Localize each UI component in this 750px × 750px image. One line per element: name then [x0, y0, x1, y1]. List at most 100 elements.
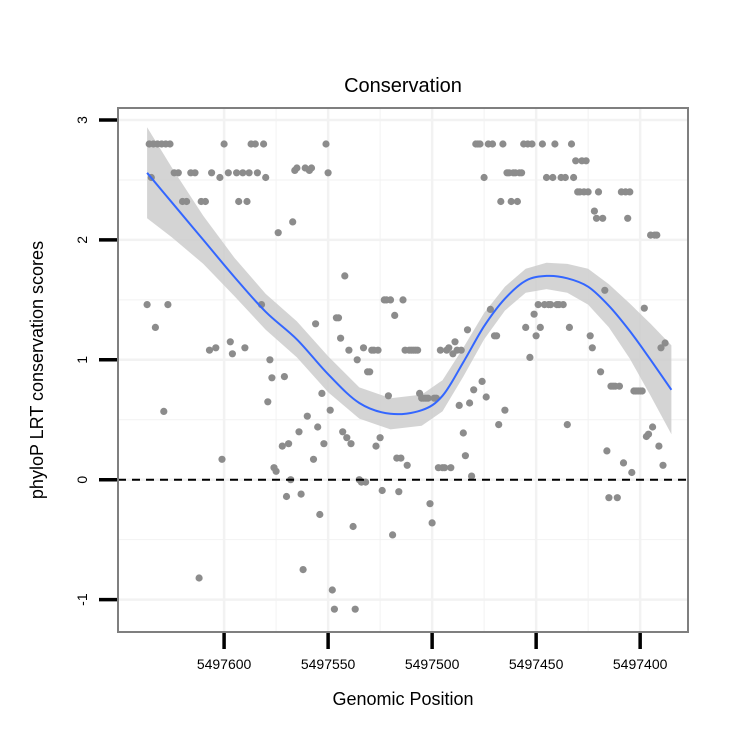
data-point — [468, 472, 476, 480]
data-point — [445, 344, 453, 352]
y-axis-label: phyloP LRT conservation scores — [27, 241, 47, 499]
data-point — [372, 442, 380, 450]
data-point — [428, 519, 436, 527]
data-point — [220, 140, 228, 148]
data-point — [501, 406, 509, 414]
data-point — [216, 173, 224, 182]
data-point — [526, 353, 534, 361]
data-point — [297, 490, 305, 498]
y-tick-label: 3 — [74, 116, 90, 124]
data-point — [389, 531, 397, 539]
data-point — [235, 197, 243, 206]
data-point — [594, 188, 603, 196]
data-point — [160, 407, 168, 415]
data-point — [366, 368, 374, 376]
data-point — [603, 447, 611, 455]
data-point — [463, 326, 472, 334]
data-point — [499, 140, 507, 148]
data-point — [424, 394, 432, 402]
data-point — [285, 440, 293, 448]
data-point — [253, 169, 261, 177]
data-point — [426, 500, 434, 508]
data-point — [164, 301, 172, 309]
data-point — [241, 344, 249, 352]
data-point — [299, 566, 307, 574]
data-point — [212, 344, 220, 352]
data-point — [183, 197, 191, 206]
y-tick-label: -1 — [74, 593, 90, 606]
data-point — [268, 374, 276, 382]
data-point — [441, 464, 449, 472]
data-point — [653, 231, 661, 239]
data-point — [655, 442, 663, 450]
data-point — [461, 452, 469, 460]
data-point — [592, 214, 601, 222]
data-point — [447, 464, 455, 472]
data-point — [584, 188, 592, 196]
data-point — [551, 140, 559, 148]
data-point — [582, 157, 590, 165]
x-tick-label: 5497450 — [509, 656, 564, 672]
data-point — [264, 398, 272, 406]
data-point — [619, 459, 628, 467]
data-point — [339, 428, 347, 436]
data-point — [280, 373, 288, 381]
data-point — [312, 320, 320, 328]
data-point — [307, 164, 316, 172]
data-point — [590, 207, 599, 215]
smooth-line-layer — [146, 172, 673, 416]
data-point — [538, 140, 547, 148]
data-point — [316, 510, 324, 519]
data-point — [542, 173, 551, 182]
data-point — [386, 296, 395, 304]
data-point — [567, 140, 576, 148]
x-axis-label: Genomic Position — [332, 689, 473, 709]
data-point — [289, 218, 297, 226]
data-point — [626, 188, 634, 196]
data-point — [378, 486, 386, 495]
data-point — [191, 169, 199, 177]
data-point — [451, 338, 459, 346]
data-point — [322, 140, 330, 148]
data-point — [282, 492, 291, 501]
data-point — [518, 169, 526, 177]
data-point — [615, 382, 624, 390]
data-point — [559, 301, 567, 309]
x-tick-label: 5497550 — [301, 656, 356, 672]
data-point — [384, 392, 392, 400]
data-point — [295, 428, 303, 436]
data-point — [326, 406, 334, 414]
y-tick-label: 0 — [74, 476, 90, 484]
axes: 5497600 5497550 5497500 5497450 5497400 -1 0 1 2… — [74, 116, 668, 672]
data-point — [262, 173, 270, 182]
data-point — [239, 169, 247, 177]
data-point — [628, 468, 636, 477]
data-point — [488, 140, 497, 148]
data-point — [644, 430, 653, 438]
data-point — [482, 393, 490, 401]
data-point — [272, 467, 280, 475]
data-point — [561, 173, 569, 182]
data-point — [586, 332, 594, 340]
data-point — [397, 454, 405, 462]
data-point — [455, 401, 463, 409]
data-point — [174, 169, 182, 177]
data-point — [343, 434, 351, 442]
data-point — [351, 605, 359, 613]
data-point — [314, 423, 322, 431]
data-point — [532, 332, 540, 340]
data-point — [549, 173, 557, 182]
data-point — [233, 169, 241, 177]
data-point — [534, 301, 542, 309]
data-point — [466, 399, 474, 407]
data-point — [459, 429, 467, 437]
data-point — [480, 173, 488, 182]
data-point — [293, 164, 301, 172]
data-point — [324, 169, 332, 177]
data-point — [376, 434, 384, 442]
data-point — [605, 494, 613, 502]
data-point — [374, 346, 382, 354]
data-point — [528, 140, 536, 148]
data-point — [570, 173, 578, 182]
data-point — [245, 169, 253, 177]
